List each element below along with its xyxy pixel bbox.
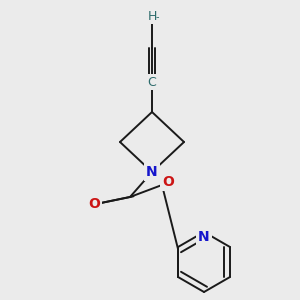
Text: O: O [162,175,174,189]
Text: N: N [146,165,158,179]
Text: O: O [88,197,100,211]
Text: C: C [148,76,156,88]
Text: -: - [156,12,160,22]
Text: N: N [198,230,210,244]
Text: H: H [147,11,157,23]
